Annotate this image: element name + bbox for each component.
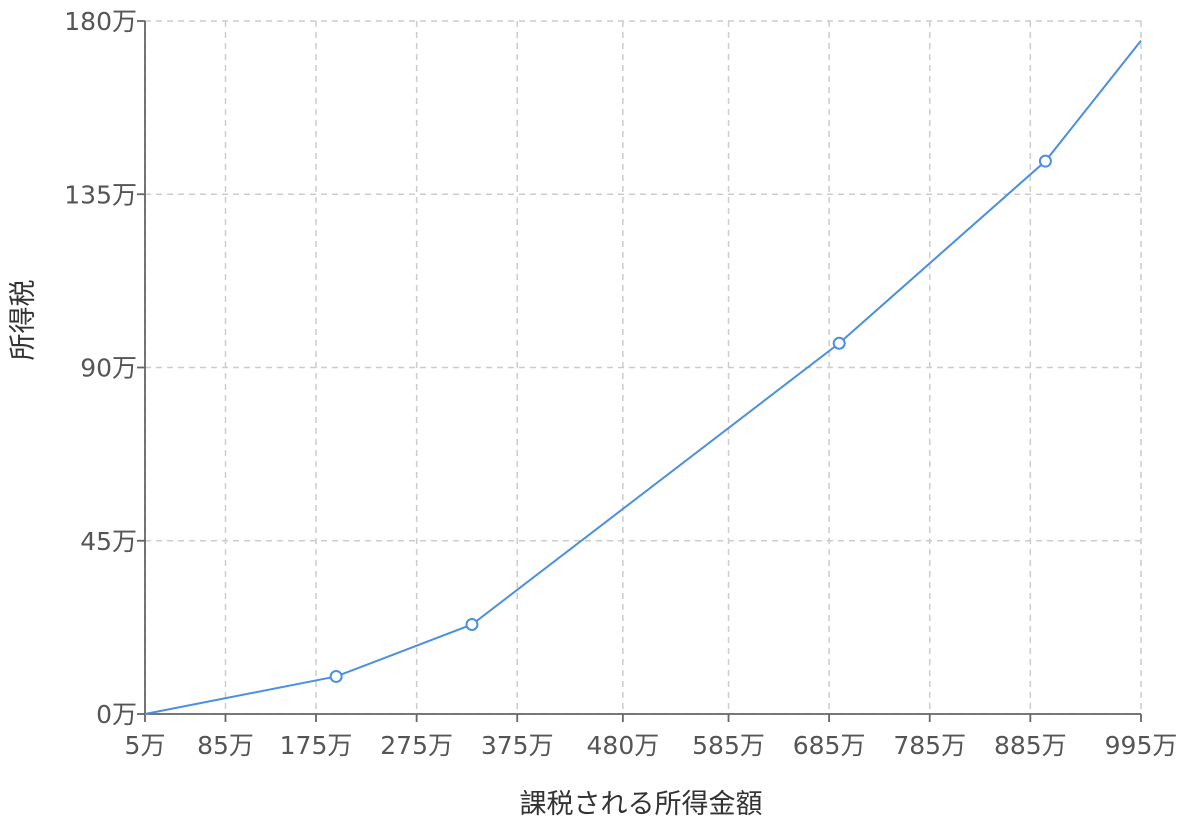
y-tick-label: 135万	[64, 180, 137, 209]
data-point	[329, 669, 343, 683]
series-layer	[144, 40, 1142, 715]
y-tick-label: 45万	[80, 527, 137, 556]
label-layer: 5万 85万 175万 275万 375万 480万 585万 685万 785万 885万 995…	[64, 7, 1177, 760]
x-tick-label: 585万	[692, 731, 765, 760]
data-point	[465, 617, 479, 631]
x-tick-label: 375万	[481, 731, 554, 760]
y-tick-label: 0万	[96, 700, 137, 729]
data-point	[1038, 154, 1052, 168]
x-tick-label: 275万	[380, 731, 453, 760]
x-tick-label: 480万	[587, 731, 660, 760]
grid-layer	[144, 20, 1142, 715]
x-tick-label: 685万	[793, 731, 866, 760]
data-point	[832, 336, 846, 350]
x-axis-title: 課税される所得金額	[520, 789, 763, 820]
x-tick-label: 995万	[1105, 731, 1178, 760]
axis-layer	[137, 20, 1142, 722]
x-tick-label: 85万	[197, 731, 254, 760]
x-tick-label: 175万	[280, 731, 353, 760]
y-tick-label: 90万	[80, 354, 137, 383]
x-tick-label: 885万	[994, 731, 1067, 760]
y-tick-label: 180万	[64, 7, 137, 36]
x-tick-label: 5万	[125, 731, 166, 760]
x-tick-label: 785万	[893, 731, 966, 760]
y-axis-title: 所得税	[8, 280, 39, 361]
series-line	[144, 40, 1142, 715]
